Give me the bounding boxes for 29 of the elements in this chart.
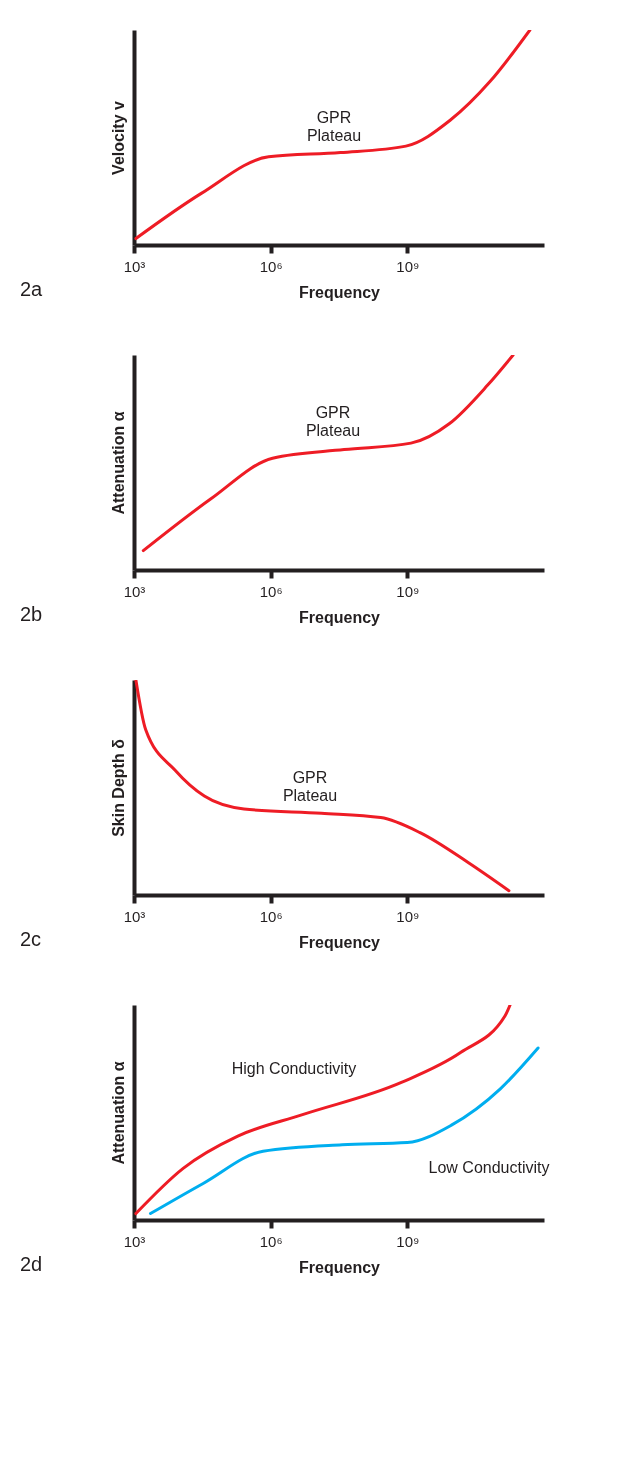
- annotation: GPR Plateau: [282, 769, 338, 804]
- x-axis-title: Frequency: [299, 608, 381, 626]
- y-axis-title: Attenuation α: [109, 1061, 127, 1165]
- text: 2a: [20, 278, 44, 300]
- x-tick-label: 10⁶: [259, 582, 283, 600]
- x-axis-title: Frequency: [299, 933, 381, 951]
- x-tick-label: 10³: [123, 907, 146, 925]
- x-axis-title: Frequency: [299, 1258, 381, 1276]
- y-axis-title: Velocity v: [109, 100, 127, 175]
- x-tick-label: 10⁹: [396, 1232, 420, 1250]
- annotation: GPR Plateau: [305, 404, 361, 439]
- x-axis-title: Frequency: [299, 283, 381, 301]
- annotation: High Conductivity: [231, 1060, 357, 1077]
- x-tick-label: 10³: [123, 257, 146, 275]
- x-tick-label: 10⁹: [396, 907, 420, 925]
- y-axis-title: Skin Depth δ: [109, 738, 127, 837]
- x-tick-label: 10⁶: [259, 257, 283, 275]
- y-axis-title: Attenuation α: [109, 411, 127, 515]
- x-tick-label: 10³: [123, 1232, 146, 1250]
- x-tick-label: 10⁶: [259, 907, 283, 925]
- x-tick-label: 10⁹: [396, 582, 420, 600]
- annotation: Low Conductivity: [428, 1159, 550, 1176]
- text: 2d: [20, 1253, 43, 1275]
- x-tick-label: 10⁶: [259, 1232, 283, 1250]
- x-tick-label: 10³: [123, 582, 146, 600]
- x-tick-label: 10⁹: [396, 257, 420, 275]
- text: 2b: [20, 603, 43, 625]
- annotation: GPR Plateau: [306, 109, 362, 144]
- text: 2c: [20, 928, 42, 950]
